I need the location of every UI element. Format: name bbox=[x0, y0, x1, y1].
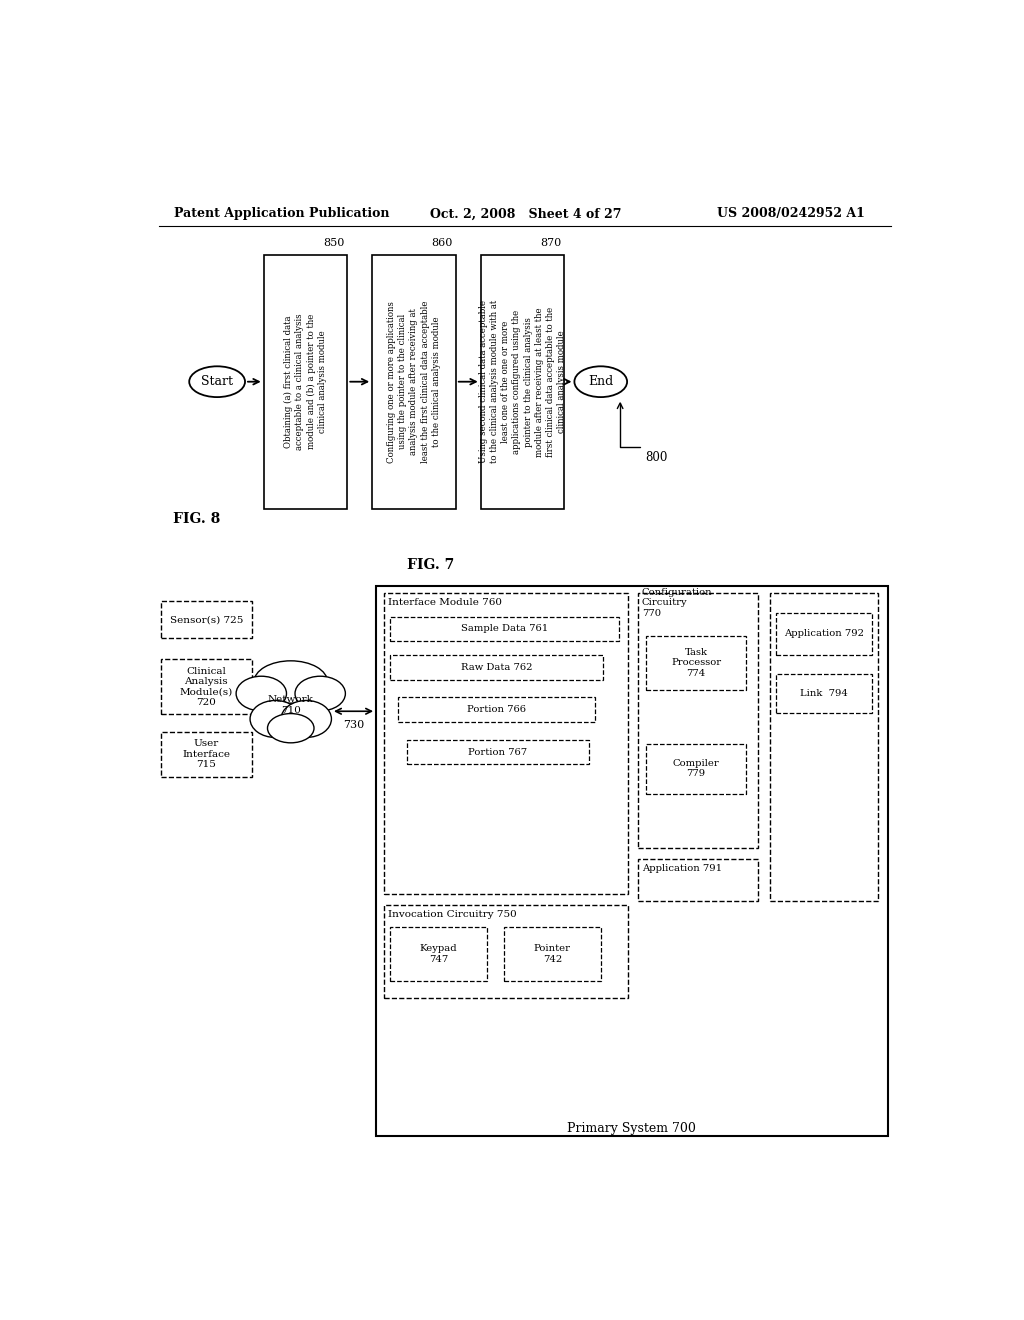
Text: End: End bbox=[588, 375, 613, 388]
Text: Start: Start bbox=[201, 375, 233, 388]
Text: 850: 850 bbox=[323, 239, 344, 248]
FancyBboxPatch shape bbox=[390, 616, 618, 642]
FancyBboxPatch shape bbox=[480, 255, 564, 508]
Text: US 2008/0242952 A1: US 2008/0242952 A1 bbox=[717, 207, 865, 220]
Text: 730: 730 bbox=[343, 721, 365, 730]
Text: Clinical
Analysis
Module(s)
720: Clinical Analysis Module(s) 720 bbox=[179, 667, 232, 706]
Text: Patent Application Publication: Patent Application Publication bbox=[174, 207, 390, 220]
Text: Pointer
742: Pointer 742 bbox=[534, 944, 570, 964]
Ellipse shape bbox=[295, 676, 345, 711]
FancyBboxPatch shape bbox=[776, 612, 872, 655]
FancyBboxPatch shape bbox=[263, 255, 347, 508]
FancyBboxPatch shape bbox=[407, 739, 589, 764]
Text: Sensor(s) 725: Sensor(s) 725 bbox=[170, 615, 243, 624]
Text: Raw Data 762: Raw Data 762 bbox=[461, 663, 532, 672]
FancyBboxPatch shape bbox=[638, 594, 758, 847]
Text: Invocation Circuitry 750: Invocation Circuitry 750 bbox=[388, 909, 516, 919]
Text: Network
710: Network 710 bbox=[268, 696, 313, 715]
Text: Configuring one or more applications
using the pointer to the clinical
analysis : Configuring one or more applications usi… bbox=[387, 301, 440, 463]
FancyBboxPatch shape bbox=[372, 255, 456, 508]
Text: Keypad
747: Keypad 747 bbox=[420, 944, 457, 964]
FancyBboxPatch shape bbox=[646, 743, 746, 793]
Text: 800: 800 bbox=[645, 451, 668, 465]
Ellipse shape bbox=[250, 701, 300, 738]
Text: Application 791: Application 791 bbox=[642, 863, 722, 873]
Text: Oct. 2, 2008   Sheet 4 of 27: Oct. 2, 2008 Sheet 4 of 27 bbox=[430, 207, 622, 220]
FancyBboxPatch shape bbox=[646, 636, 746, 689]
Ellipse shape bbox=[281, 701, 332, 738]
FancyBboxPatch shape bbox=[397, 697, 595, 722]
FancyBboxPatch shape bbox=[776, 675, 872, 713]
Text: Portion 767: Portion 767 bbox=[469, 747, 527, 756]
Text: Interface Module 760: Interface Module 760 bbox=[388, 598, 502, 607]
Text: FIG. 7: FIG. 7 bbox=[407, 558, 454, 572]
FancyBboxPatch shape bbox=[161, 659, 252, 714]
Text: 870: 870 bbox=[540, 239, 561, 248]
Text: Primary System 700: Primary System 700 bbox=[567, 1122, 696, 1135]
Text: 860: 860 bbox=[431, 239, 453, 248]
FancyBboxPatch shape bbox=[384, 594, 628, 894]
Text: Application 792: Application 792 bbox=[784, 630, 864, 639]
FancyBboxPatch shape bbox=[770, 594, 879, 902]
Ellipse shape bbox=[189, 367, 245, 397]
Text: Configuration
Circuitry
770: Configuration Circuitry 770 bbox=[642, 587, 713, 618]
FancyBboxPatch shape bbox=[161, 601, 252, 638]
Text: User
Interface
715: User Interface 715 bbox=[182, 739, 230, 770]
Ellipse shape bbox=[574, 367, 627, 397]
Text: FIG. 8: FIG. 8 bbox=[173, 512, 220, 525]
Ellipse shape bbox=[237, 676, 287, 711]
Text: Obtaining (a) first clinical data
acceptable to a clinical analysis
module and (: Obtaining (a) first clinical data accept… bbox=[285, 313, 327, 450]
Text: Portion 766: Portion 766 bbox=[467, 705, 526, 714]
FancyBboxPatch shape bbox=[161, 733, 252, 776]
FancyBboxPatch shape bbox=[638, 859, 758, 902]
FancyBboxPatch shape bbox=[504, 927, 601, 981]
Text: Link  794: Link 794 bbox=[800, 689, 848, 698]
Ellipse shape bbox=[254, 661, 328, 704]
FancyBboxPatch shape bbox=[390, 655, 603, 680]
FancyBboxPatch shape bbox=[376, 586, 888, 1137]
Text: Using second clinical data acceptable
to the clinical analysis module with at
le: Using second clinical data acceptable to… bbox=[479, 300, 566, 463]
Text: Compiler
779: Compiler 779 bbox=[673, 759, 720, 779]
FancyBboxPatch shape bbox=[384, 906, 628, 998]
FancyBboxPatch shape bbox=[390, 927, 486, 981]
Text: Task
Processor
774: Task Processor 774 bbox=[671, 648, 721, 677]
Ellipse shape bbox=[267, 714, 314, 743]
Text: Sample Data 761: Sample Data 761 bbox=[461, 624, 548, 634]
